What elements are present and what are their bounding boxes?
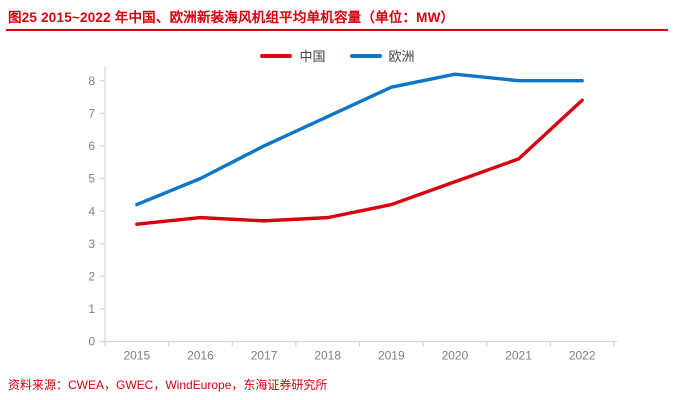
y-tick-label: 4 [88, 204, 95, 218]
legend-item-china: 中国 [260, 46, 326, 65]
x-tick-label: 2016 [187, 349, 214, 363]
legend-item-europe: 欧洲 [349, 46, 415, 65]
legend-label-china: 中国 [299, 49, 326, 64]
x-tick-label: 2017 [251, 349, 278, 363]
title-underline [6, 29, 668, 31]
x-tick-label: 2021 [505, 349, 532, 363]
x-tick-label: 2018 [314, 349, 341, 363]
figure-title: 图25 2015~2022 年中国、欧洲新装海风机组平均单机容量（单位：MW） [8, 10, 455, 25]
legend-line-swatch-china [260, 53, 293, 58]
legend-label-europe: 欧洲 [388, 49, 415, 64]
series-line-europe [135, 72, 584, 207]
legend-line-swatch-europe [349, 53, 382, 58]
y-tick-label: 5 [88, 172, 95, 186]
x-tick-label: 2019 [378, 349, 405, 363]
x-tick-label: 2015 [123, 349, 150, 363]
x-tick-label: 2020 [442, 349, 469, 363]
y-tick-label: 6 [88, 139, 95, 153]
y-tick-label: 2 [88, 270, 95, 284]
y-tick-label: 0 [88, 335, 95, 349]
y-tick-label: 8 [88, 74, 95, 88]
source-note: 资料来源：CWEA，GWEC，WindEurope，东海证券研究所 [8, 378, 328, 392]
series-line-china [135, 98, 584, 226]
x-tick-label: 2022 [569, 349, 596, 363]
y-tick-label: 3 [88, 237, 95, 251]
chart-legend: 中国 欧洲 [0, 46, 675, 65]
y-tick-label: 1 [88, 302, 95, 316]
y-tick-label: 7 [88, 107, 95, 121]
